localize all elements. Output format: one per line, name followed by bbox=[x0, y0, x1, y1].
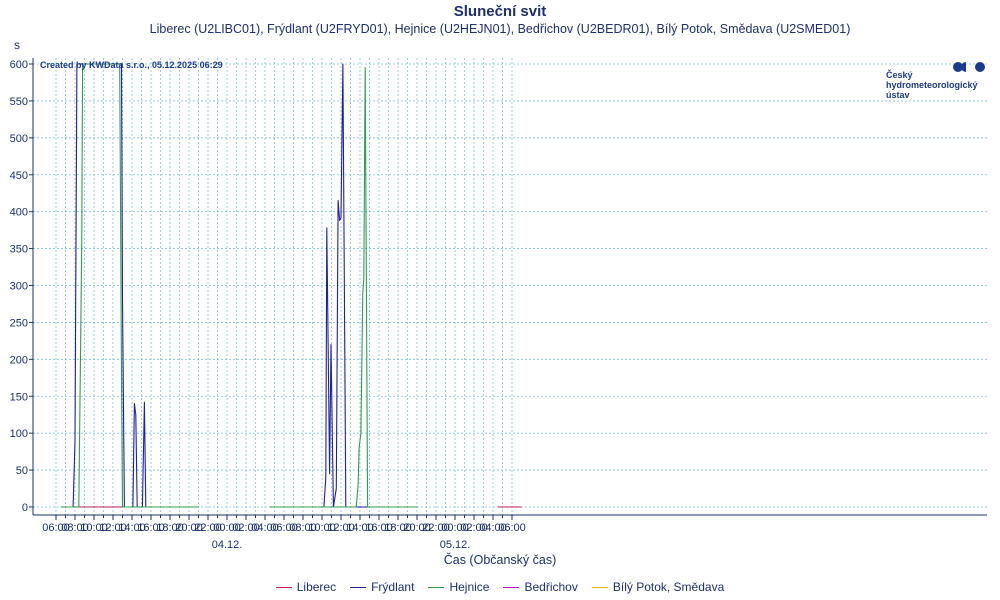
x-axis-label: Čas (Občanský čas) bbox=[443, 553, 557, 567]
y-tick-label: 300 bbox=[10, 281, 28, 293]
legend-swatch bbox=[503, 586, 520, 588]
created-by-note: Created by KWData s.r.o., 05.12.2025 06:… bbox=[40, 60, 223, 70]
legend-item-frydlant[interactable]: Frýdlant bbox=[350, 580, 414, 594]
x-tick-label: 22:00 bbox=[194, 522, 222, 534]
y-tick-label: 500 bbox=[10, 133, 28, 145]
x-tick-label: 20:00 bbox=[403, 522, 431, 534]
x-tick-label: 02:00 bbox=[460, 522, 488, 534]
chart-subtitle: Liberec (U2LIBC01), Frýdlant (U2FRYD01),… bbox=[149, 22, 851, 36]
chart-title: Sluneční svit bbox=[453, 3, 547, 20]
x-tick-label: 22:00 bbox=[422, 522, 450, 534]
legend-item-bily-potok-smedava[interactable]: Bílý Potok, Smědava bbox=[591, 580, 725, 594]
y-tick-label: 200 bbox=[10, 354, 28, 366]
legend-label: Frýdlant bbox=[371, 580, 415, 594]
y-tick-label: 450 bbox=[10, 170, 28, 182]
x-tick-label: 04:00 bbox=[251, 522, 279, 534]
legend-item-liberec[interactable]: Liberec bbox=[275, 580, 337, 594]
x-tick-label: 02:00 bbox=[232, 522, 260, 534]
logo-line-2: hydrometeorologický bbox=[886, 80, 978, 90]
series-line-1 bbox=[269, 63, 417, 508]
y-tick-label: 150 bbox=[10, 391, 28, 403]
x-tick-label: 18:00 bbox=[384, 522, 412, 534]
x-tick-label: 06:00 bbox=[498, 522, 526, 534]
legend-swatch bbox=[428, 586, 445, 588]
legend-swatch bbox=[591, 586, 608, 588]
y-tick-label: 100 bbox=[10, 428, 28, 440]
y-tick-label: 600 bbox=[10, 59, 28, 71]
x-tick-label: 06:00 bbox=[270, 522, 298, 534]
legend-item-bedrichov[interactable]: Bedřichov bbox=[503, 580, 578, 594]
series-line-2 bbox=[269, 67, 417, 508]
legend-swatch bbox=[275, 586, 292, 588]
y-tick-label: 0 bbox=[22, 502, 28, 514]
legend-label: Liberec bbox=[296, 580, 337, 594]
x-tick-label: 08:00 bbox=[61, 522, 89, 534]
x-tick-label: 14:00 bbox=[118, 522, 146, 534]
x-tick-label: 10:00 bbox=[80, 522, 108, 534]
legend-swatch bbox=[350, 586, 367, 588]
y-tick-label: 50 bbox=[16, 465, 28, 477]
series-line-2 bbox=[60, 63, 199, 508]
x-tick-label: 18:00 bbox=[156, 522, 184, 534]
x-tick-label: 16:00 bbox=[365, 522, 393, 534]
x-tick-label: 08:00 bbox=[289, 522, 317, 534]
legend: Liberec Frýdlant Hejnice Bedřichov Bílý … bbox=[0, 580, 1000, 594]
x-tick-label: 10:00 bbox=[308, 522, 336, 534]
y-tick-label: 350 bbox=[10, 244, 28, 256]
legend-label: Bedřichov bbox=[524, 580, 578, 594]
x-tick-label: 06:00 bbox=[42, 522, 70, 534]
x-date-label: 04.12. bbox=[212, 539, 243, 551]
x-tick-label: 12:00 bbox=[99, 522, 127, 534]
x-tick-label: 14:00 bbox=[346, 522, 374, 534]
logo-line-3: ústav bbox=[886, 90, 910, 100]
y-tick-label: 550 bbox=[10, 96, 28, 108]
x-date-label: 05.12. bbox=[440, 539, 471, 551]
x-tick-label: 04:00 bbox=[479, 522, 507, 534]
legend-label: Hejnice bbox=[449, 580, 490, 594]
x-tick-label: 00:00 bbox=[441, 522, 469, 534]
x-tick-label: 12:00 bbox=[327, 522, 355, 534]
x-tick-label: 16:00 bbox=[137, 522, 165, 534]
y-axis-label: s bbox=[14, 38, 20, 52]
x-tick-label: 00:00 bbox=[213, 522, 241, 534]
x-tick-label: 20:00 bbox=[175, 522, 203, 534]
y-tick-label: 250 bbox=[10, 317, 28, 329]
legend-item-hejnice[interactable]: Hejnice bbox=[428, 580, 489, 594]
logo-line-1: Český bbox=[886, 70, 913, 80]
logo-mark-icon bbox=[953, 62, 985, 72]
legend-label: Bílý Potok, Smědava bbox=[612, 580, 725, 594]
y-tick-label: 400 bbox=[10, 207, 28, 219]
